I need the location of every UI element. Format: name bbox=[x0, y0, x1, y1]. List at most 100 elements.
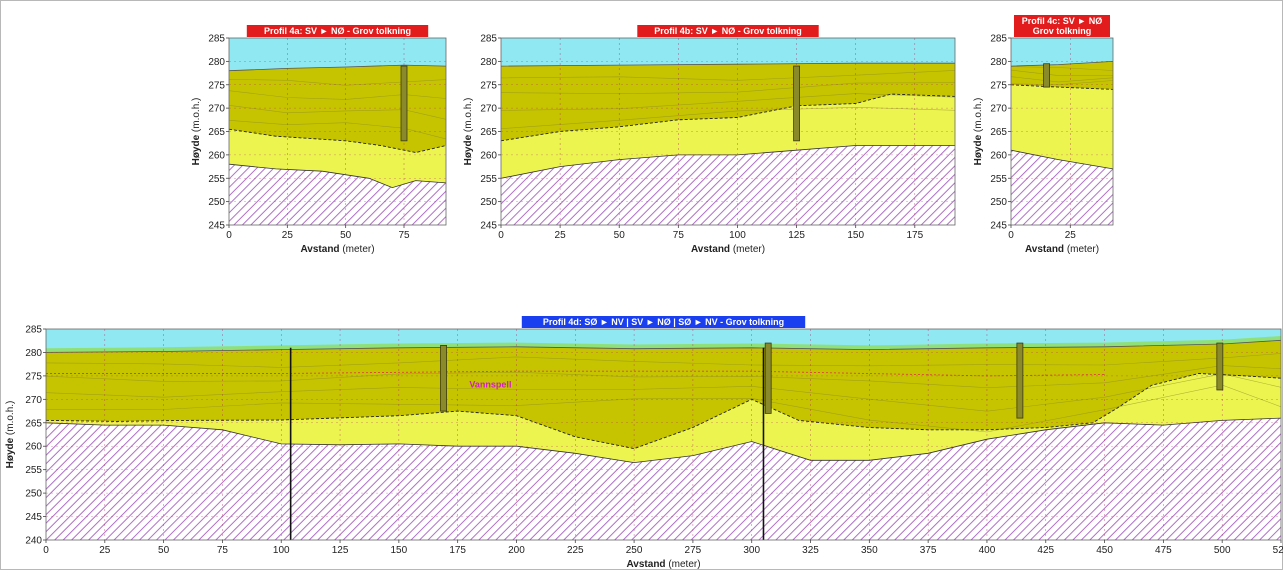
y-tick-label: 275 bbox=[25, 371, 42, 382]
layer-boundary-line bbox=[1011, 84, 1113, 90]
y-tick-label: 260 bbox=[208, 150, 225, 161]
x-axis-label: Avstand (meter) bbox=[626, 559, 700, 570]
profile-title: Grov tolkning bbox=[1033, 26, 1092, 36]
y-tick-label: 250 bbox=[25, 489, 42, 500]
y-tick-label: 240 bbox=[25, 536, 42, 547]
plot-area-4d: Vannspell bbox=[46, 329, 1281, 540]
x-tick-label: 50 bbox=[340, 230, 352, 241]
y-axis-label-bold: Høyde bbox=[973, 134, 984, 165]
y-tick-label: 270 bbox=[25, 395, 42, 406]
x-tick-label: 25 bbox=[99, 545, 111, 556]
x-tick-label: 0 bbox=[498, 230, 504, 241]
x-tick-label: 75 bbox=[217, 545, 229, 556]
bedrock-line bbox=[46, 417, 1281, 464]
y-tick-label: 250 bbox=[480, 197, 497, 208]
x-tick-label: 25 bbox=[1065, 230, 1077, 241]
x-axis-label-bold: Avstand bbox=[1025, 244, 1064, 255]
layer-boundary-line bbox=[501, 93, 955, 142]
x-tick-label: 100 bbox=[273, 545, 290, 556]
profile-title-box bbox=[521, 316, 806, 328]
profile-4a: 0 25 50 75 245 250 255 260 265 270 275 280 285 Avstan… bbox=[191, 25, 447, 255]
x-tick-label: 50 bbox=[614, 230, 626, 241]
y-axis-label: Høyde (m.o.h.) bbox=[973, 98, 984, 166]
profile-4b: 0 25 50 75 100 125 150 175 245 250 255 260 265 270 275… bbox=[463, 25, 956, 255]
x-tick-label: 325 bbox=[802, 545, 819, 556]
y-tick-label: 280 bbox=[990, 57, 1007, 68]
reflector-line bbox=[501, 106, 955, 129]
x-tick-label: 150 bbox=[391, 545, 408, 556]
y-tick-label: 265 bbox=[208, 127, 225, 138]
reflector-line bbox=[1011, 69, 1113, 76]
plot-frame bbox=[45, 328, 1282, 541]
profile-title: Profil 4a: SV ► NØ - Grov tolkning bbox=[264, 26, 411, 36]
y-tick-label: 255 bbox=[208, 174, 225, 185]
reflector-line bbox=[46, 384, 1281, 433]
x-tick-label: 275 bbox=[685, 545, 702, 556]
reflector-line bbox=[46, 373, 1281, 412]
x-tick-label: 175 bbox=[906, 230, 923, 241]
y-tick-label: 275 bbox=[208, 80, 225, 91]
reflector-line bbox=[46, 365, 1281, 389]
x-tick-label: 125 bbox=[332, 545, 349, 556]
x-tick-label: 200 bbox=[508, 545, 525, 556]
x-tick-label: 75 bbox=[398, 230, 410, 241]
y-tick-label: 245 bbox=[208, 221, 225, 232]
y-tick-label: 265 bbox=[480, 127, 497, 138]
layer-boundary-line bbox=[229, 128, 446, 153]
bedrock-layer bbox=[501, 145, 955, 225]
reflector-line bbox=[229, 79, 446, 86]
y-tick-label: 260 bbox=[25, 442, 42, 453]
x-tick-label: 150 bbox=[847, 230, 864, 241]
x-tick-label: 300 bbox=[743, 545, 760, 556]
y-axis-label: Høyde (m.o.h.) bbox=[463, 98, 474, 166]
y-tick-label: 280 bbox=[25, 348, 42, 359]
reflector-line bbox=[46, 353, 1281, 368]
y-tick-label: 275 bbox=[990, 80, 1007, 91]
reflector-line bbox=[501, 82, 955, 95]
x-tick-label: 0 bbox=[226, 230, 232, 241]
profile-title-box bbox=[1014, 15, 1110, 37]
bedrock-layer bbox=[1011, 150, 1113, 225]
y-tick-label: 285 bbox=[480, 34, 497, 45]
y-tick-label: 245 bbox=[480, 221, 497, 232]
x-tick-label: 125 bbox=[788, 230, 805, 241]
borehole-marker bbox=[400, 65, 408, 142]
borehole-marker bbox=[1016, 342, 1024, 419]
x-tick-label: 25 bbox=[555, 230, 567, 241]
reflector-line bbox=[229, 120, 446, 140]
bedrock-layer bbox=[46, 418, 1281, 540]
y-tick-label: 285 bbox=[990, 34, 1007, 45]
x-tick-label: 0 bbox=[43, 545, 49, 556]
x-tick-label: 0 bbox=[1008, 230, 1014, 241]
plot-area-4a bbox=[229, 38, 446, 225]
borehole-marker bbox=[1216, 342, 1224, 391]
y-tick-label: 270 bbox=[480, 104, 497, 115]
y-tick-label: 280 bbox=[480, 57, 497, 68]
x-tick-label: 100 bbox=[729, 230, 746, 241]
y-tick-label: 285 bbox=[208, 34, 225, 45]
layer-boundary-line bbox=[46, 373, 1281, 450]
y-tick-label: 255 bbox=[990, 174, 1007, 185]
x-tick-label: 500 bbox=[1214, 545, 1231, 556]
y-tick-label: 250 bbox=[990, 197, 1007, 208]
x-tick-label: 375 bbox=[920, 545, 937, 556]
y-tick-label: 275 bbox=[480, 80, 497, 91]
x-axis-label-unit: (meter) bbox=[730, 244, 765, 255]
x-tick-label: 50 bbox=[158, 545, 170, 556]
y-tick-label: 285 bbox=[25, 325, 42, 336]
y-tick-label: 245 bbox=[25, 512, 42, 523]
surface-line bbox=[1011, 61, 1113, 67]
borehole-marker bbox=[764, 342, 772, 414]
y-tick-label: 255 bbox=[480, 174, 497, 185]
profile-title: Profil 4d: SØ ► NV | SV ► NØ | SØ ► NV -… bbox=[543, 317, 784, 327]
x-axis-label-unit: (meter) bbox=[1064, 244, 1099, 255]
profile-title-box bbox=[637, 25, 819, 37]
borehole-marker bbox=[1043, 63, 1050, 88]
bedrock-line bbox=[1011, 149, 1113, 170]
x-tick-label: 250 bbox=[626, 545, 643, 556]
y-tick-label: 265 bbox=[990, 127, 1007, 138]
y-axis-label: Høyde (m.o.h.) bbox=[191, 98, 202, 166]
borehole-marker bbox=[440, 345, 447, 412]
y-tick-label: 270 bbox=[990, 104, 1007, 115]
x-tick-label: 450 bbox=[1096, 545, 1113, 556]
